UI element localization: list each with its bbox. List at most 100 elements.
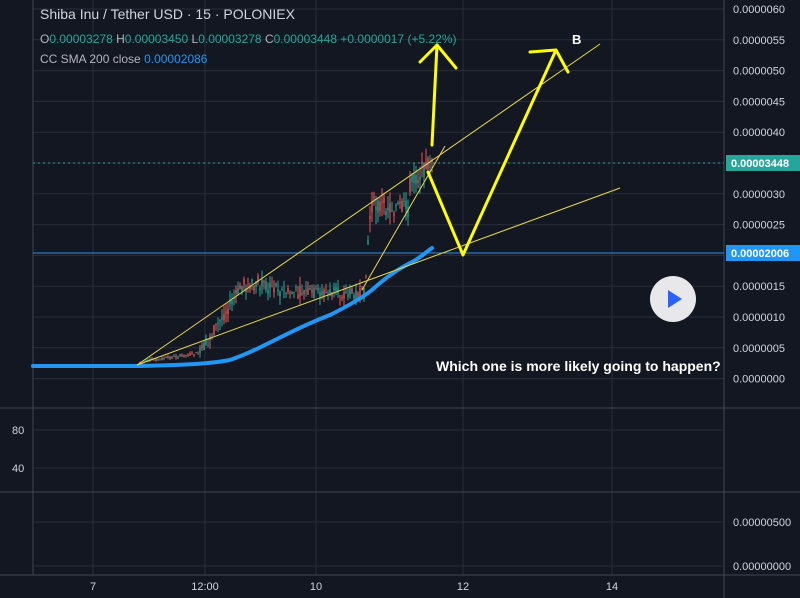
candle-body xyxy=(257,275,259,282)
candle-body xyxy=(357,292,359,298)
sma-price-label-bg xyxy=(726,245,800,261)
candle-body xyxy=(295,287,297,289)
candle-body xyxy=(301,293,303,296)
candle-body xyxy=(219,320,221,322)
candle-body xyxy=(227,308,229,315)
candle-body xyxy=(155,358,157,362)
candle-body xyxy=(263,280,265,283)
candle-body xyxy=(211,335,213,337)
candle-body xyxy=(149,359,151,361)
candle-body xyxy=(407,206,409,217)
time-tick-label: 12:00 xyxy=(191,581,219,593)
candle-body xyxy=(171,357,173,359)
candle-body xyxy=(239,285,241,290)
candle-body xyxy=(269,282,271,289)
candle-body xyxy=(397,202,399,204)
candle-body xyxy=(287,288,289,292)
candle-body xyxy=(265,281,267,290)
play-button[interactable] xyxy=(650,276,696,322)
candle-body xyxy=(289,292,291,294)
close-label: C xyxy=(264,32,274,46)
candle-body xyxy=(381,201,383,203)
scenario-a-arrow xyxy=(430,43,439,147)
time-tick-label: 14 xyxy=(606,581,618,593)
candle-body xyxy=(175,355,177,358)
candle-body xyxy=(285,292,287,294)
volume-tick-label: 0.00000000 xyxy=(733,561,791,573)
current-price-label: 0.00003448 xyxy=(731,158,789,170)
price-tick-label: 0.0000025 xyxy=(733,220,785,232)
candle-body xyxy=(365,275,367,277)
candle-body xyxy=(347,294,349,297)
scenario-a-arrowhead xyxy=(418,43,458,70)
candle-body xyxy=(221,317,223,320)
candle-body xyxy=(305,290,307,292)
candle-body xyxy=(189,353,191,356)
candle-body xyxy=(205,338,207,345)
candle-body xyxy=(241,285,243,292)
price-tick-label: 0.0000060 xyxy=(733,4,785,16)
price-tick-label: 0.0000050 xyxy=(733,66,785,78)
candle-body xyxy=(235,290,237,294)
candle-body xyxy=(375,206,377,211)
candle-body xyxy=(415,175,417,185)
candle-body xyxy=(331,292,333,297)
candle-body xyxy=(421,161,423,164)
candle-body xyxy=(271,281,273,283)
candle-body xyxy=(223,314,225,321)
candle-body xyxy=(237,288,239,295)
candle-body xyxy=(279,291,281,297)
candle-body xyxy=(419,177,421,180)
candle-body xyxy=(185,354,187,356)
open-value: 0.00003278 xyxy=(49,32,113,46)
steep-trendline xyxy=(361,145,446,291)
candle-body xyxy=(309,288,311,290)
candle-body xyxy=(311,289,313,293)
candle-body xyxy=(145,359,147,362)
candle-body xyxy=(393,212,395,217)
candle-body xyxy=(355,290,357,299)
candle-body xyxy=(225,311,227,314)
price-tick-label: 0.0000015 xyxy=(733,281,785,293)
candle-body xyxy=(195,352,197,354)
oscillator-tick-label: 40 xyxy=(12,463,24,475)
candle-body xyxy=(387,207,389,211)
candle-body xyxy=(411,174,413,183)
change-value: +0.0000017 xyxy=(340,32,405,46)
candle-body xyxy=(315,288,317,290)
candle-body xyxy=(215,323,217,326)
candle-body xyxy=(335,287,337,291)
candle-body xyxy=(429,166,431,168)
sma-price-label: 0.00002006 xyxy=(731,248,789,260)
current-price-label-bg xyxy=(726,155,800,171)
candle-body xyxy=(261,279,263,287)
candle-body xyxy=(413,174,415,183)
candle-body xyxy=(401,200,403,212)
candle-body xyxy=(297,294,299,298)
upper-trendline xyxy=(136,43,601,366)
candle-body xyxy=(373,196,375,199)
time-tick-label: 10 xyxy=(310,581,322,593)
price-tick-label: 0.0000005 xyxy=(733,343,785,355)
candle-body xyxy=(327,291,329,293)
scenario-b-arrow xyxy=(426,48,558,257)
candle-body xyxy=(253,286,255,291)
candle-body xyxy=(343,291,345,299)
symbol-title: Shiba Inu / Tether USD · 15 · POLONIEX xyxy=(40,6,295,22)
candle-body xyxy=(277,289,279,292)
candle-body xyxy=(345,291,347,293)
candle-body xyxy=(181,354,183,356)
candle-body xyxy=(313,287,315,298)
candle-body xyxy=(405,200,407,209)
scenario-b-arrowhead xyxy=(528,48,570,74)
candle-body xyxy=(167,356,169,358)
sma-value: 0.00002086 xyxy=(144,52,208,66)
candle-body xyxy=(339,295,341,297)
candle-body xyxy=(233,297,235,299)
candle-body xyxy=(153,359,155,361)
candle-body xyxy=(281,289,283,291)
candle-body xyxy=(337,287,339,294)
candle-body xyxy=(385,211,387,216)
candle-body xyxy=(359,287,361,297)
candle-body xyxy=(349,288,351,295)
